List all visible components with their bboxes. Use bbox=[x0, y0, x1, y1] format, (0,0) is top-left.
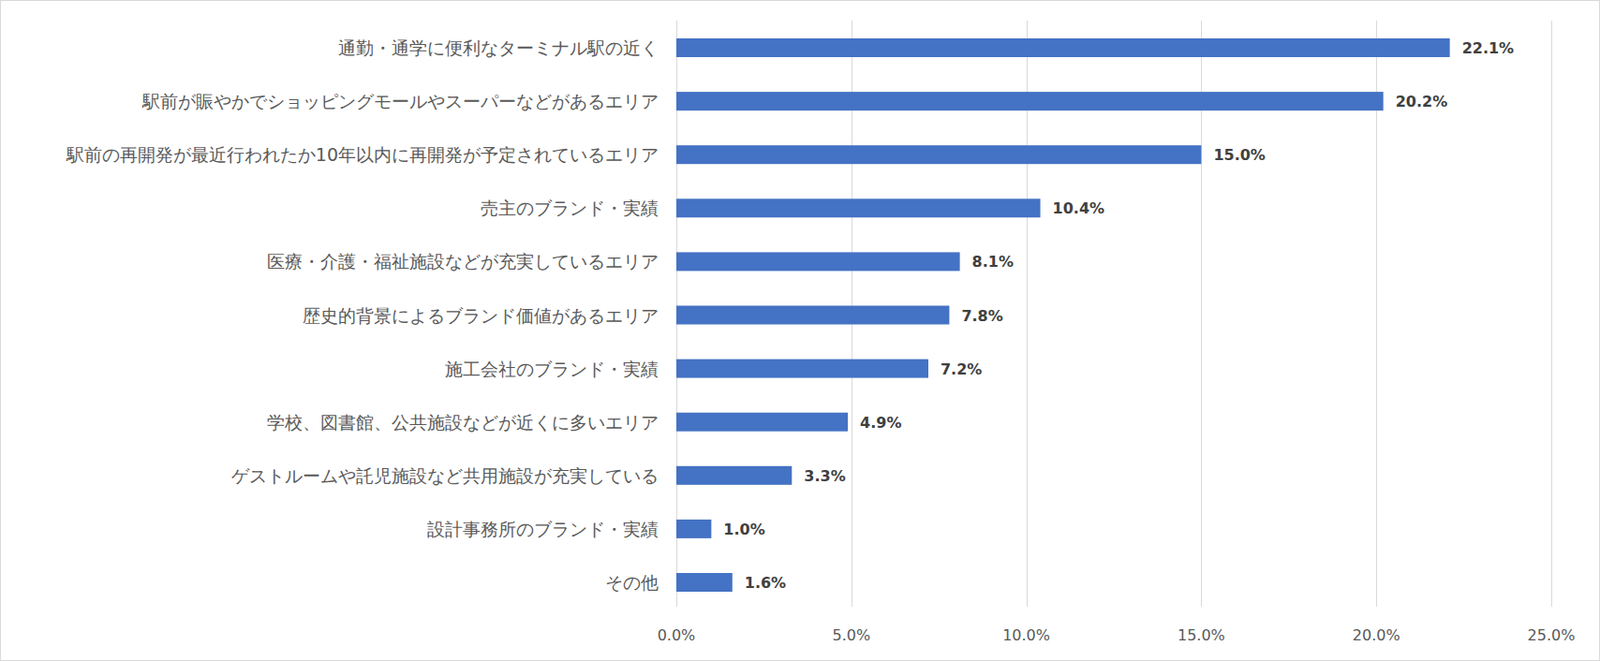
bar bbox=[676, 466, 792, 486]
grid-line bbox=[1551, 20, 1553, 608]
bar bbox=[676, 251, 961, 271]
bars bbox=[676, 38, 1451, 593]
category-label: 設計事務所のブランド・実績 bbox=[427, 518, 659, 540]
data-label: 3.3% bbox=[803, 467, 845, 486]
data-label: 4.9% bbox=[859, 414, 902, 432]
tick-label: 15.0% bbox=[1177, 626, 1226, 645]
bar bbox=[676, 519, 712, 539]
data-label: 7.2% bbox=[940, 360, 982, 379]
data-label: 8.1% bbox=[972, 252, 1014, 271]
bar bbox=[676, 198, 1041, 218]
bar bbox=[676, 38, 1451, 58]
category-label: 医療・介護・福祉施設などが充実しているエリア bbox=[266, 251, 659, 272]
tick-label: 10.0% bbox=[1002, 626, 1051, 645]
data-label: 15.0% bbox=[1213, 146, 1266, 164]
category-label: 施工会社のブランド・実績 bbox=[444, 358, 659, 380]
bar bbox=[676, 306, 949, 326]
data-label: 1.0% bbox=[723, 520, 765, 539]
data-label: 7.8% bbox=[961, 307, 1003, 326]
category-label: ゲストルームや託児施設など共用施設が充実している bbox=[231, 465, 659, 487]
data-label: 20.2% bbox=[1395, 92, 1449, 111]
category-label: 駅前が賑やかでショッピングモールやスーパーなどがあるエリア bbox=[141, 90, 659, 112]
bar bbox=[676, 359, 929, 379]
data-label: 10.4% bbox=[1052, 199, 1106, 218]
chart: 0.0% 5.0% 10.0% 15.0% 20.0% 25.0% 22.1% 通勤・通学に便… bbox=[0, 0, 1600, 661]
bar bbox=[676, 413, 848, 432]
category-label: 駅前の再開発が最近行われたか10年以内に再開発が予定されているエリア bbox=[65, 144, 659, 165]
tick-label: 25.0% bbox=[1527, 626, 1576, 645]
category-label: 売主のブランド・実績 bbox=[480, 197, 659, 219]
bar bbox=[676, 145, 1201, 164]
tick-label: 20.0% bbox=[1352, 626, 1401, 645]
tick-label: 0.0% bbox=[657, 626, 697, 645]
grid bbox=[677, 20, 1553, 608]
bar bbox=[676, 91, 1384, 111]
tick-label: 5.0% bbox=[831, 626, 871, 645]
category-label: 学校、図書館、公共施設などが近くに多いエリア bbox=[266, 412, 659, 433]
data-label: 1.6% bbox=[744, 574, 786, 593]
chart-frame bbox=[0, 0, 1600, 661]
x-axis: 0.0% 5.0% 10.0% 15.0% 20.0% 25.0% bbox=[657, 626, 1576, 645]
data-label: 22.1% bbox=[1462, 39, 1515, 58]
bar bbox=[676, 573, 733, 593]
category-label: 通勤・通学に便利なターミナル駅の近く bbox=[338, 37, 659, 59]
category-label: 歴史的背景によるブランド価値があるエリア bbox=[302, 305, 659, 326]
labels: 22.1% 通勤・通学に便利なターミナル駅の近く 20.2% 駅前が賑やかでショッピン… bbox=[65, 37, 1514, 593]
category-label: その他 bbox=[605, 572, 659, 593]
